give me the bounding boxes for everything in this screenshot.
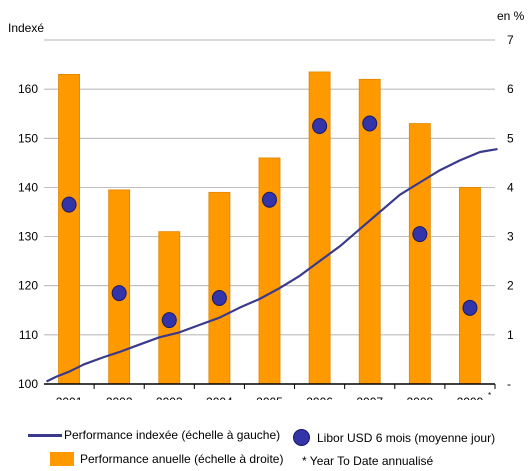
- x-tick-label-2006: 2006: [306, 395, 333, 400]
- legend-dot: Libor USD 6 mois (moyenne jour): [293, 429, 495, 446]
- legend-bar-swatch: [50, 452, 74, 466]
- legend-line: Performance indexée (échelle à gauche): [28, 428, 280, 442]
- legend-line-label: Performance indexée (échelle à gauche): [64, 428, 281, 442]
- bar-2004: [208, 191, 231, 385]
- legend-dot-label: Libor USD 6 mois (moyenne jour): [317, 430, 496, 445]
- x-tick-label-2005: 2005: [256, 395, 283, 400]
- right-tick-label-1: 1: [507, 328, 514, 342]
- libor-point-2004: [211, 290, 227, 306]
- right-tick-label-2: 2: [507, 279, 514, 293]
- left-tick-label-160: 160: [18, 82, 38, 96]
- right-tick-label-4: 4: [507, 180, 514, 194]
- left-tick-label-120: 120: [18, 279, 38, 293]
- left-axis-title: Indexé: [8, 21, 44, 35]
- x-tick-label-2008: 2008: [406, 395, 433, 400]
- libor-point-2009: [462, 299, 478, 316]
- x-tick-note: *: [488, 391, 491, 400]
- right-tick-label-0: -: [507, 377, 511, 391]
- libor-point-2006: [312, 118, 328, 134]
- x-tick-label-2003: 2003: [156, 395, 183, 400]
- libor-point-2001: [61, 196, 77, 213]
- right-axis-title: en %: [497, 9, 525, 23]
- bar-2008: [408, 123, 431, 385]
- index-line: [46, 148, 498, 383]
- right-tick-label-3: 3: [507, 230, 514, 244]
- x-tick-label-2007: 2007: [356, 395, 383, 400]
- left-tick-label-130: 130: [18, 230, 38, 244]
- chart-svg: 2001 2002 2003 2004 2005 2006 2007 2008 2009 * 100…: [8, 9, 525, 400]
- bar-2003: [158, 231, 181, 385]
- x-tick-label-2009: 2009: [457, 395, 484, 400]
- legend-bar-label: Performance anuelle (échelle à droite): [80, 452, 284, 466]
- x-tick-label-2004: 2004: [206, 395, 233, 400]
- bar-2009: [459, 187, 481, 385]
- libor-point-2003: [161, 312, 177, 329]
- bar-2001: [58, 74, 80, 385]
- libor-point-2002: [111, 285, 127, 302]
- x-tick-label-2001: 2001: [56, 395, 83, 400]
- right-tick-label-5: 5: [507, 131, 514, 145]
- libor-point-2005: [262, 191, 277, 208]
- right-tick-label-6: 6: [507, 82, 514, 96]
- libor-point-2007: [362, 115, 378, 132]
- legend-line-swatch: [28, 433, 62, 437]
- legend-bar: Performance anuelle (échelle à droite): [50, 452, 283, 466]
- legend-dot-swatch: [293, 429, 310, 446]
- footnote-text: * Year To Date annualisé: [302, 454, 434, 468]
- x-tick-label-2002: 2002: [106, 395, 133, 400]
- left-tick-label-150: 150: [18, 131, 38, 145]
- left-tick-label-100: 100: [18, 377, 38, 391]
- right-tick-label-7: 7: [507, 33, 514, 47]
- left-tick-label-110: 110: [19, 328, 38, 342]
- left-tick-label-140: 140: [18, 180, 38, 194]
- legend-footnote: * Year To Date annualisé: [302, 454, 433, 468]
- libor-point-2008: [412, 226, 428, 243]
